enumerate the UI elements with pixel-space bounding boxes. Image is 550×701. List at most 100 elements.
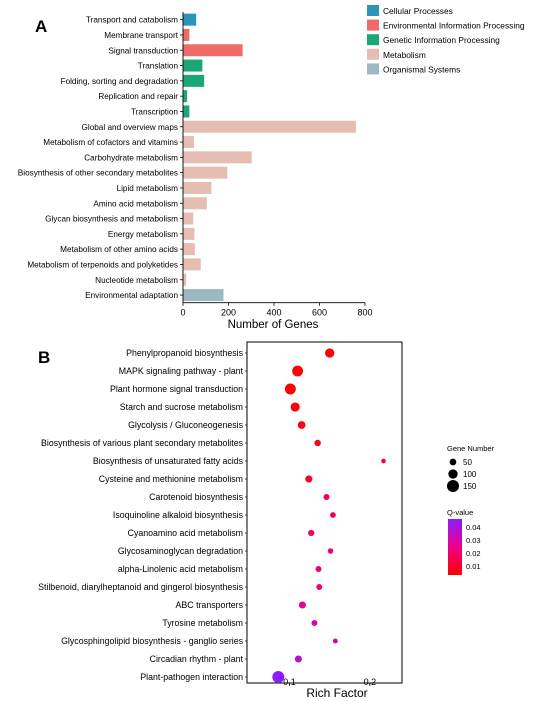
bar xyxy=(183,243,195,256)
bar xyxy=(183,227,195,240)
panel-a-legend: Cellular Processes Environmental Informat… xyxy=(367,5,525,75)
category-label: Transcription xyxy=(131,107,178,116)
panel-b-x-axis-label: Rich Factor xyxy=(306,686,367,700)
pathway-point xyxy=(330,512,336,518)
bar xyxy=(183,90,188,103)
color-legend-tick: 0.03 xyxy=(466,536,481,545)
pathway-label: Glycosphingolipid biosynthesis - ganglio… xyxy=(61,636,244,646)
legend-entry: Cellular Processes xyxy=(383,6,453,16)
category-label: Glycan biosynthesis and metabolism xyxy=(45,215,178,224)
pathway-point xyxy=(294,655,302,663)
category-label: Translation xyxy=(138,62,179,71)
pathway-label: Cyanoamino acid metabolism xyxy=(128,528,243,538)
panel-b-plot-frame xyxy=(246,341,403,684)
pathway-label: Isoquinoline alkaloid biosynthesis xyxy=(113,510,244,520)
pathway-point xyxy=(297,421,306,429)
category-label: Metabolism of cofactors and vitamins xyxy=(43,138,178,147)
pathway-point xyxy=(316,584,323,590)
bar xyxy=(183,13,197,26)
pathway-label: Plant-pathogen interaction xyxy=(140,672,243,682)
bar xyxy=(183,289,224,302)
bar xyxy=(183,181,212,194)
x-tick-label: 0.1 xyxy=(283,677,296,687)
category-label: Amino acid metabolism xyxy=(93,199,178,208)
legend-entry: Metabolism xyxy=(383,50,426,60)
pathway-point xyxy=(381,458,386,464)
pathway-point xyxy=(272,671,285,683)
size-legend-dot xyxy=(448,469,458,479)
legend-swatch xyxy=(367,63,379,75)
category-label: Folding, sorting and degradation xyxy=(61,77,179,86)
size-legend-value: 100 xyxy=(463,470,477,479)
pathway-label: Cysteine and methionine metabolism xyxy=(99,474,243,484)
panel-b-color-legend: Q-value 0.04 0.03 0.02 0.01 xyxy=(447,508,481,575)
x-tick-label: 200 xyxy=(221,308,236,318)
pathway-point xyxy=(292,365,304,377)
panel-b-x-axis: 0.1 0.2 xyxy=(283,677,376,687)
bar xyxy=(183,273,187,286)
size-legend-value: 50 xyxy=(463,458,472,467)
pathway-label: MAPK signaling pathway - plant xyxy=(119,366,244,376)
color-legend-bar xyxy=(448,519,462,575)
bar xyxy=(183,44,243,57)
size-legend-dot xyxy=(447,480,459,492)
legend-swatch xyxy=(367,19,379,31)
category-label: Replication and repair xyxy=(98,92,178,101)
category-label: Environmental adaptation xyxy=(85,291,178,300)
bar xyxy=(183,258,201,271)
panel-b-size-legend: Gene Number 50 100 150 xyxy=(447,444,495,492)
bar xyxy=(183,105,190,118)
color-legend-tick: 0.04 xyxy=(466,523,481,532)
pathway-label: Starch and sucrose metabolism xyxy=(120,402,243,412)
bar xyxy=(183,28,190,41)
category-label: Transport and catabolism xyxy=(86,16,178,25)
bar xyxy=(183,212,194,225)
category-label: Biosynthesis of other secondary metaboli… xyxy=(18,169,178,178)
legend-entry: Environmental Information Processing xyxy=(383,21,525,31)
category-label: Membrane transport xyxy=(104,31,178,40)
pathway-label: Phenylpropanoid biosynthesis xyxy=(126,348,243,358)
pathway-point xyxy=(314,439,321,447)
bar xyxy=(183,197,207,210)
x-tick-label: 0.2 xyxy=(364,677,377,687)
bar xyxy=(183,136,194,149)
panel-a-bars xyxy=(183,13,356,302)
pathway-point xyxy=(311,620,318,626)
pathway-point xyxy=(332,638,338,644)
bar xyxy=(183,166,228,179)
x-tick-label: 800 xyxy=(357,308,372,318)
legend-swatch xyxy=(367,48,379,60)
size-legend-value: 150 xyxy=(463,482,477,491)
pathway-label: alpha-Linolenic acid metabolism xyxy=(118,564,243,574)
legend-entry: Organismal Systems xyxy=(383,64,460,74)
legend-swatch xyxy=(367,34,379,46)
pathway-label: Carotenoid biosynthesis xyxy=(149,492,243,502)
category-label: Signal transduction xyxy=(108,46,178,55)
panel-b-pathway-labels: Phenylpropanoid biosynthesis MAPK signali… xyxy=(38,348,247,682)
x-tick-label: 0 xyxy=(180,308,185,318)
pathway-label: Plant hormone signal transduction xyxy=(110,384,243,394)
panel-b-points xyxy=(272,348,386,683)
pathway-point xyxy=(290,402,300,412)
pathway-point xyxy=(308,529,315,537)
x-tick-label: 600 xyxy=(312,308,327,318)
pathway-label: Biosynthesis of various plant secondary … xyxy=(41,438,244,448)
panel-label-b: B xyxy=(38,348,50,367)
pathway-label: Glycolysis / Gluconeogenesis xyxy=(128,420,244,430)
color-legend-tick: 0.01 xyxy=(466,562,481,571)
size-legend-dot xyxy=(449,458,457,466)
bar xyxy=(183,59,203,72)
pathway-label: Biosynthesis of unsaturated fatty acids xyxy=(93,456,244,466)
category-label: Lipid metabolism xyxy=(117,184,179,193)
legend-entry: Genetic Information Processing xyxy=(383,35,500,45)
pathway-point xyxy=(315,565,322,573)
category-label: Metabolism of terpenoids and polyketides xyxy=(27,260,178,269)
category-label: Energy metabolism xyxy=(108,230,178,239)
color-legend-tick: 0.02 xyxy=(466,549,481,558)
pathway-point xyxy=(284,383,296,395)
pathway-label: Circadian rhythm - plant xyxy=(150,654,244,664)
size-legend-title: Gene Number xyxy=(447,444,495,453)
pathway-label: Glycosaminoglycan degradation xyxy=(118,546,243,556)
category-label: Nucleotide metabolism xyxy=(95,276,178,285)
